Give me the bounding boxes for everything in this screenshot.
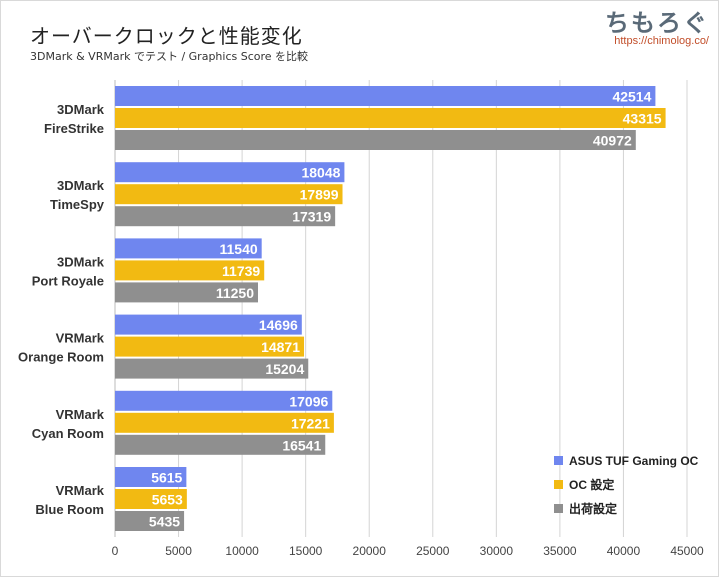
- bar: [115, 282, 258, 303]
- bar: [115, 314, 302, 335]
- bar: [115, 467, 187, 487]
- data-label: 42514: [612, 89, 651, 105]
- x-tick-label: 30000: [480, 544, 514, 558]
- bar: [115, 108, 666, 128]
- category-label-line: 3DMark: [57, 254, 105, 269]
- category-label-line: VRMark: [56, 407, 105, 422]
- category-label-line: VRMark: [56, 331, 105, 346]
- bar: [115, 162, 345, 183]
- data-label: 14871: [261, 339, 300, 355]
- x-tick-label: 40000: [607, 544, 641, 558]
- category-label-line: Orange Room: [18, 350, 104, 365]
- category-label: 3DMark FireStrike: [44, 102, 105, 136]
- category-label-line: FireStrike: [44, 121, 104, 136]
- data-label: 16541: [282, 437, 321, 453]
- x-tick-label: 20000: [353, 544, 387, 558]
- data-label: 17319: [292, 209, 331, 225]
- bar: [115, 390, 333, 411]
- legend-swatch: [554, 456, 563, 465]
- category-label-line: VRMark: [56, 483, 105, 498]
- x-tick-label: 0: [112, 544, 119, 558]
- bar: [115, 260, 265, 281]
- bar: [115, 184, 343, 205]
- data-label: 5653: [152, 492, 183, 508]
- data-label: 11250: [216, 285, 254, 301]
- legend-label: 出荷設定: [569, 501, 617, 516]
- x-tick-label: 25000: [416, 544, 450, 558]
- data-label: 14696: [259, 317, 298, 333]
- x-tick-label: 35000: [543, 544, 577, 558]
- chart-title: オーバークロックと性能変化: [30, 24, 303, 48]
- data-label: 5615: [151, 470, 182, 486]
- legend-swatch: [554, 504, 563, 513]
- category-label: VRMark Orange Room: [18, 331, 105, 365]
- data-label: 11739: [222, 263, 260, 279]
- legend-label: ASUS TUF Gaming OC: [569, 454, 699, 468]
- bar: [115, 358, 309, 379]
- bar: [115, 511, 185, 531]
- legend-swatch: [554, 480, 563, 489]
- legend-label: OC 設定: [569, 477, 614, 492]
- site-logo: ちもろぐ: [605, 9, 709, 37]
- x-tick-label: 45000: [670, 544, 704, 558]
- bar: [115, 130, 636, 150]
- data-label: 5435: [149, 514, 180, 530]
- data-label: 18048: [301, 165, 340, 181]
- data-label: 11540: [220, 241, 258, 257]
- chart-subtitle: 3DMark & VRMark でテスト / Graphics Score を比…: [30, 50, 309, 63]
- data-label: 17096: [289, 393, 328, 409]
- site-url[interactable]: https://chimolog.co/: [614, 35, 709, 47]
- category-label: 3DMark Port Royale: [32, 254, 105, 288]
- data-label: 15204: [265, 361, 304, 377]
- data-label: 43315: [623, 111, 662, 127]
- category-label: VRMark Cyan Room: [32, 407, 105, 441]
- category-label-line: TimeSpy: [50, 197, 105, 212]
- category-label-line: Port Royale: [32, 273, 104, 288]
- category-label: 3DMark TimeSpy: [50, 178, 105, 212]
- bar: [115, 489, 187, 509]
- bar: [115, 206, 336, 227]
- category-label-line: Blue Room: [35, 502, 104, 517]
- x-tick-label: 10000: [225, 544, 259, 558]
- category-label-line: Cyan Room: [32, 426, 104, 441]
- bar: [115, 434, 326, 455]
- category-label-line: 3DMark: [57, 102, 105, 117]
- data-label: 17899: [300, 187, 339, 203]
- data-label: 40972: [593, 133, 632, 149]
- bar: [115, 336, 305, 357]
- x-tick-label: 5000: [165, 544, 192, 558]
- x-tick-label: 15000: [289, 544, 323, 558]
- bar: [115, 238, 262, 259]
- bar: [115, 412, 334, 433]
- data-label: 17221: [291, 415, 330, 431]
- category-label-line: 3DMark: [57, 178, 105, 193]
- bar: [115, 86, 656, 106]
- category-label: VRMark Blue Room: [35, 483, 104, 517]
